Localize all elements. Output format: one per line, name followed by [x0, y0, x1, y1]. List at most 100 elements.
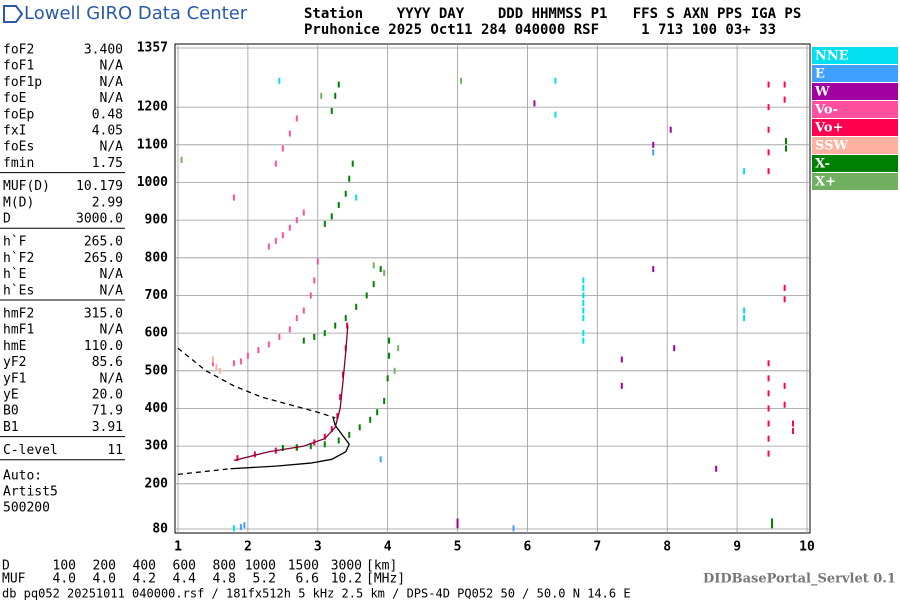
- param-value: 85.6: [92, 355, 123, 370]
- distance-value: 400: [133, 559, 156, 574]
- echo-point: [274, 160, 277, 167]
- echo-point: [715, 465, 718, 472]
- param-name: foEs: [3, 140, 34, 155]
- station-header: Station YYYY DAY DDD HHMMSS P1 FFS S AXN…: [304, 6, 801, 22]
- param-name: foEp: [3, 107, 34, 122]
- param-value: 3.400: [84, 43, 123, 58]
- auto-text: Artist5: [3, 485, 58, 500]
- param-name: foE: [3, 91, 26, 106]
- param-name: MUF(D): [3, 179, 50, 194]
- echo-point: [346, 322, 349, 329]
- logo: Lowell GIRO Data Center: [3, 3, 248, 24]
- echo-point: [323, 441, 326, 448]
- x-tick-label: 3: [314, 540, 322, 555]
- echo-point: [582, 277, 585, 284]
- echo-point: [386, 375, 389, 382]
- echo-point: [554, 111, 557, 118]
- param-name: fmin: [3, 156, 34, 171]
- param-value: N/A: [100, 140, 124, 155]
- param-name: yE: [3, 388, 19, 403]
- legend-swatch: [812, 155, 898, 172]
- echo-point: [376, 409, 379, 416]
- param-name: hmE: [3, 339, 26, 354]
- legend-label: Vo+: [814, 121, 843, 136]
- x-tick-label: 6: [524, 540, 532, 555]
- echo-point: [388, 352, 391, 359]
- distance-value: 100: [53, 559, 76, 574]
- param-value: 0.48: [92, 107, 123, 122]
- echo-point: [767, 435, 770, 442]
- echo-point: [323, 220, 326, 227]
- param-name: foF1: [3, 59, 34, 74]
- x-tick-label: 5: [454, 540, 462, 555]
- echo-point: [533, 100, 536, 107]
- echo-point: [669, 126, 672, 133]
- param-name: yF1: [3, 371, 26, 386]
- echo-point: [582, 292, 585, 299]
- echo-point: [783, 96, 786, 103]
- param-name: foF1p: [3, 75, 42, 90]
- echo-point: [323, 330, 326, 337]
- param-value: 20.0: [92, 388, 123, 403]
- echo-point: [243, 522, 246, 529]
- echo-point: [767, 126, 770, 133]
- echo-point: [323, 433, 326, 440]
- param-name: B0: [3, 404, 19, 419]
- param-name: hmF1: [3, 323, 34, 338]
- y-tick-label: 300: [145, 439, 169, 454]
- echo-point: [232, 360, 235, 367]
- distance-value: 1500: [288, 559, 319, 574]
- legend-swatch: [812, 47, 898, 64]
- echo-point: [620, 356, 623, 363]
- param-value: 265.0: [84, 235, 123, 250]
- echo-point: [336, 413, 339, 420]
- echo-point: [460, 77, 463, 84]
- echo-point: [582, 337, 585, 344]
- echo-point: [180, 156, 183, 163]
- echo-point: [278, 77, 281, 84]
- x-tick-label: 10: [799, 540, 815, 555]
- echo-point: [355, 194, 358, 201]
- echo-point: [456, 522, 459, 529]
- echo-point: [582, 330, 585, 337]
- echo-point: [673, 345, 676, 352]
- y-tick-label: 800: [145, 250, 169, 265]
- legend-label: SSW: [815, 139, 848, 154]
- echo-point: [783, 401, 786, 408]
- param-value: 2.99: [92, 195, 123, 210]
- param-value: 110.0: [84, 339, 123, 354]
- param-value: N/A: [100, 91, 124, 106]
- param-name: D: [3, 212, 11, 227]
- param-value: N/A: [100, 267, 124, 282]
- echo-point: [365, 292, 368, 299]
- station-header: Pruhonice 2025 Oct11 284 040000 RSF 1 71…: [304, 22, 776, 38]
- y-tick-label: 700: [145, 288, 169, 303]
- echo-point: [582, 307, 585, 314]
- echo-point: [211, 360, 214, 367]
- param-value: 315.0: [84, 307, 123, 322]
- echo-point: [215, 364, 218, 371]
- distance-value: 1000: [245, 559, 276, 574]
- echo-point: [767, 450, 770, 457]
- x-tick-label: 4: [384, 540, 392, 555]
- echo-point: [313, 277, 316, 284]
- echo-point: [582, 284, 585, 291]
- echo-point: [239, 524, 242, 531]
- distance-label: D: [2, 559, 10, 574]
- echo-point: [783, 382, 786, 389]
- y-tick-label: 500: [145, 363, 169, 378]
- x-tick-label: 8: [663, 540, 671, 555]
- param-value: N/A: [100, 75, 124, 90]
- echo-point: [743, 307, 746, 314]
- echo-point: [337, 81, 340, 88]
- y-tick-label: 600: [145, 326, 169, 341]
- param-name: h`F2: [3, 251, 34, 266]
- param-name: h`Es: [3, 283, 34, 298]
- echo-point: [393, 367, 396, 374]
- x-tick-label: 7: [593, 540, 601, 555]
- echo-point: [792, 428, 795, 435]
- echo-point: [344, 190, 347, 197]
- echo-point: [288, 130, 291, 137]
- echo-point: [257, 347, 260, 354]
